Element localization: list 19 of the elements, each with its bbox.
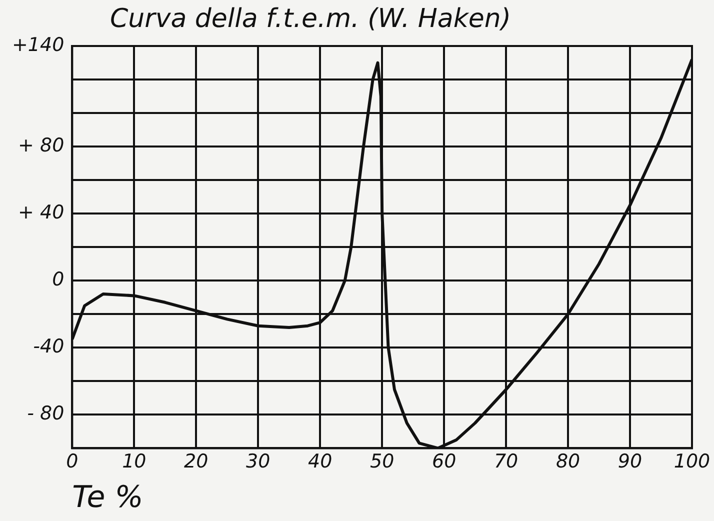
x-tick-label: 10 <box>122 450 146 473</box>
x-axis-title: Te % <box>72 480 144 515</box>
y-tick-label: +140 <box>12 34 64 56</box>
x-tick-label: 50 <box>370 450 394 473</box>
y-tick-label: 0 <box>52 268 64 291</box>
chart-title: Curva della f.t.e.m. (W. Haken) <box>110 4 512 34</box>
x-tick-label: 90 <box>618 450 642 473</box>
x-tick-label: 100 <box>674 450 710 473</box>
x-tick-label: 20 <box>184 450 208 473</box>
y-tick-label: + 80 <box>18 134 64 156</box>
y-tick-label: + 40 <box>18 202 64 224</box>
y-tick-label: - 80 <box>27 402 64 425</box>
x-tick-label: 70 <box>494 450 518 473</box>
y-tick-label: -40 <box>33 336 64 358</box>
x-tick-label: 80 <box>556 450 580 473</box>
x-tick-label: 0 <box>66 450 78 473</box>
x-tick-label: 60 <box>432 450 456 473</box>
x-tick-label: 40 <box>308 450 332 473</box>
x-tick-label: 30 <box>246 450 270 473</box>
